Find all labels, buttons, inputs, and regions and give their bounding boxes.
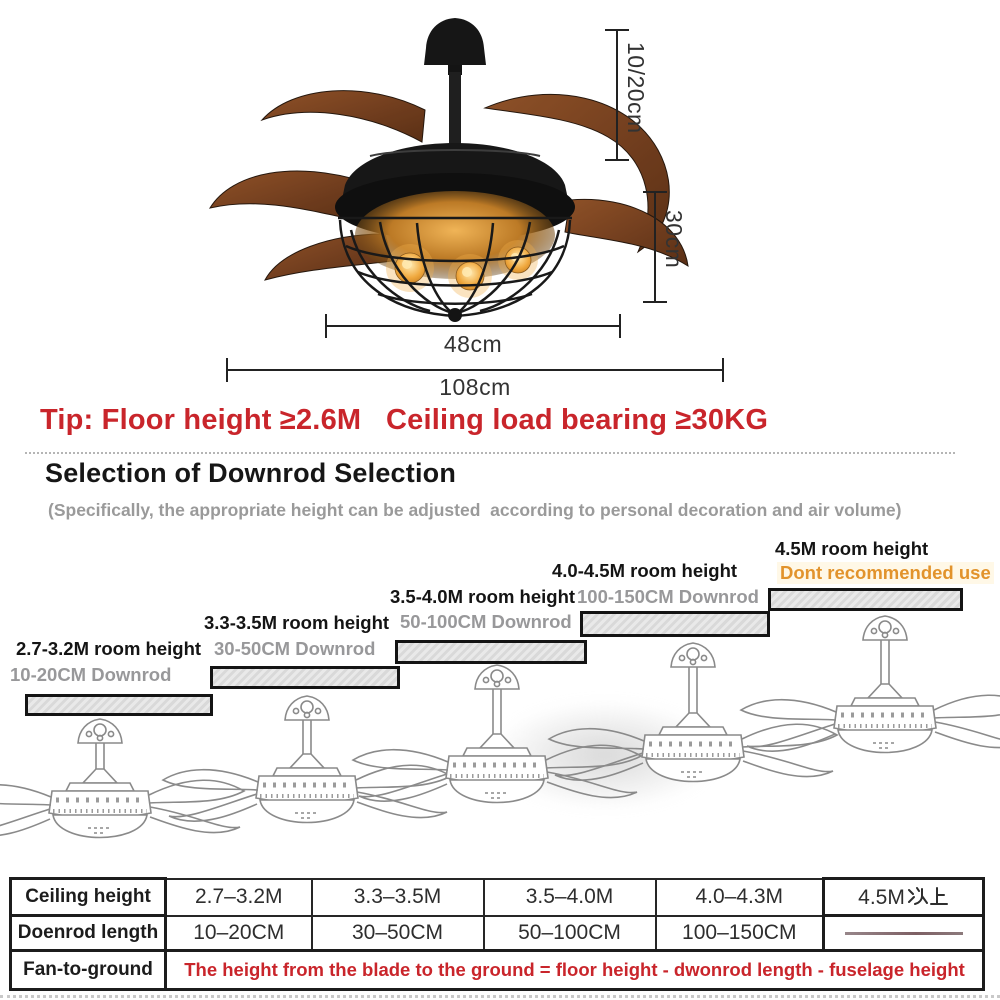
cell-downrod-3: 50–100CM — [482, 914, 657, 952]
cage-finial — [448, 308, 462, 322]
cell-ceiling-4: 4.0–4.3M — [654, 877, 825, 917]
step5-warning-label: Dont recommended use — [777, 562, 994, 584]
step1-downrod-label: 10-20CM Downrod — [10, 664, 172, 685]
table-row-downrod-length: Doenrod length 10–20CM 30–50CM 50–100CM … — [9, 914, 985, 952]
dimension-blade-span-label: 108cm — [439, 374, 511, 400]
step1-bar — [25, 694, 213, 716]
row-header-downrod-length: Doenrod length — [9, 914, 167, 952]
table-row-fan-to-ground: Fan-to-ground The height from the blade … — [9, 949, 985, 991]
step4-room-label: 4.0-4.5M room height — [552, 560, 738, 581]
section-title: Selection of Downrod Selection — [45, 458, 457, 488]
cell-downrod-5-none — [822, 914, 985, 952]
step4-bar — [580, 611, 770, 637]
cell-downrod-2: 30–50CM — [310, 914, 485, 952]
spec-table: Ceiling height 2.7–3.2M 3.3–3.5M 3.5–4.0… — [9, 877, 985, 991]
cell-ceiling-5: 4.5M — [822, 877, 985, 917]
dotted-separator — [25, 452, 955, 454]
step1-room-label: 2.7-3.2M room height — [16, 638, 202, 659]
soft-shadow — [490, 700, 720, 810]
dimension-body-height-label: 30cm — [661, 210, 687, 269]
fan-sketch-5 — [735, 613, 1000, 771]
step2-downrod-label: 30-50CM Downrod — [214, 638, 376, 659]
cell-downrod-1: 10–20CM — [164, 914, 313, 952]
dimension-cage-width-label: 48cm — [443, 331, 503, 357]
step3-room-label: 3.5-4.0M room height — [390, 586, 576, 607]
cell-ceiling-2: 3.3–3.5M — [310, 877, 485, 917]
step3-downrod-label: 50-100CM Downrod — [400, 611, 572, 632]
section-subtitle: (Specifically, the appropriate height ca… — [48, 500, 902, 520]
fan-to-ground-note: The height from the blade to the ground … — [164, 949, 985, 991]
step2-room-label: 3.3-3.5M room height — [204, 612, 390, 633]
step5-room-label: 4.5M room height — [775, 538, 929, 559]
cell-downrod-4: 100–150CM — [654, 914, 825, 952]
dimension-lines — [226, 29, 724, 382]
tip-text: Tip: Floor height ≥2.6M Ceiling load bea… — [40, 404, 769, 436]
step3-bar — [395, 640, 587, 664]
row-header-fan-to-ground: Fan-to-ground — [9, 949, 167, 991]
step4-downrod-label: 100-150CM Downrod — [577, 586, 759, 607]
dimension-downrod-label: 10/20cm — [623, 42, 649, 134]
fan-sketch-1 — [0, 716, 250, 856]
ceiling-fan-product-image — [208, 18, 689, 322]
fan-blades — [208, 90, 689, 281]
no-downrod-line — [844, 931, 963, 935]
cell-ceiling-5-latin: 4.5M — [858, 885, 905, 909]
cjk-yishang-glyph — [907, 886, 948, 905]
cell-ceiling-1: 2.7–3.2M — [164, 877, 313, 917]
cell-ceiling-3: 3.5–4.0M — [482, 877, 657, 917]
table-row-ceiling-height: Ceiling height 2.7–3.2M 3.3–3.5M 3.5–4.0… — [9, 877, 985, 917]
ceiling-mount — [424, 18, 486, 65]
step2-bar — [210, 666, 400, 689]
bottom-dotted-edge — [0, 995, 1000, 998]
step5-bar — [768, 588, 963, 611]
row-header-ceiling-height: Ceiling height — [9, 877, 167, 917]
